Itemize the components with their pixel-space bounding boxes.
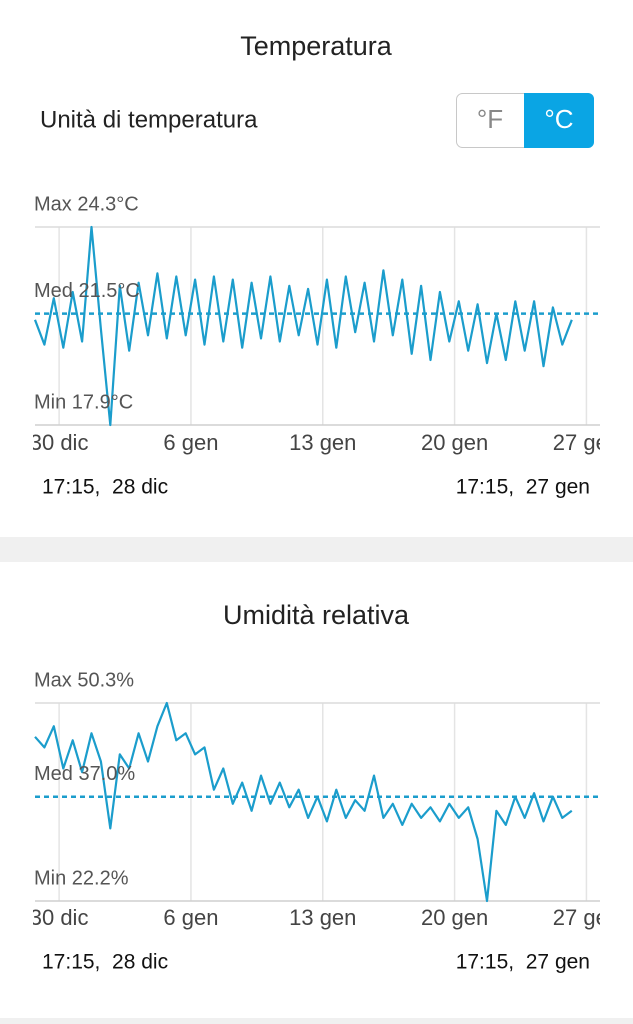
x-axis: 30 dic 6 gen 13 gen 20 gen 27 gen bbox=[30, 905, 620, 930]
y-tick-label: Med 21.5°C bbox=[34, 280, 140, 302]
y-tick-label: Med 37.0% bbox=[34, 763, 135, 785]
y-tick-label: Min 22.2% bbox=[34, 867, 129, 889]
range-end: 17:15, 27 gen bbox=[456, 951, 590, 974]
x-tick-label: 27 gen bbox=[553, 905, 620, 930]
x-tick-label: 13 gen bbox=[289, 905, 356, 930]
x-tick-label: 30 dic bbox=[30, 430, 89, 455]
x-tick-label: 6 gen bbox=[163, 905, 218, 930]
card bbox=[0, 0, 633, 537]
chart-title: Umidità relativa bbox=[223, 600, 410, 630]
setting-label: Unità di temperatura bbox=[40, 106, 258, 133]
x-axis: 30 dic 6 gen 13 gen 20 gen 27 gen bbox=[30, 430, 620, 455]
y-tick-label: Min 17.9°C bbox=[34, 391, 133, 413]
range-start: 17:15, 28 dic bbox=[42, 476, 168, 499]
x-tick-label: 6 gen bbox=[163, 430, 218, 455]
range-start: 17:15, 28 dic bbox=[42, 951, 168, 974]
x-tick-label: 30 dic bbox=[30, 905, 89, 930]
toggle-option[interactable]: °C bbox=[544, 104, 573, 134]
toggle-active bbox=[524, 93, 594, 148]
range-end: 17:15, 27 gen bbox=[456, 476, 590, 499]
y-tick-label: Max 24.3°C bbox=[34, 193, 139, 215]
x-tick-label: 13 gen bbox=[289, 430, 356, 455]
chart-title: Temperatura bbox=[240, 31, 393, 61]
y-tick-label: Max 50.3% bbox=[34, 669, 134, 691]
data-line bbox=[34, 701, 573, 903]
x-tick-label: 27 gen bbox=[553, 430, 620, 455]
data-line bbox=[33, 225, 573, 427]
toggle-option[interactable]: °F bbox=[477, 104, 503, 134]
x-tick-label: 20 gen bbox=[421, 430, 488, 455]
x-tick-label: 20 gen bbox=[421, 905, 488, 930]
